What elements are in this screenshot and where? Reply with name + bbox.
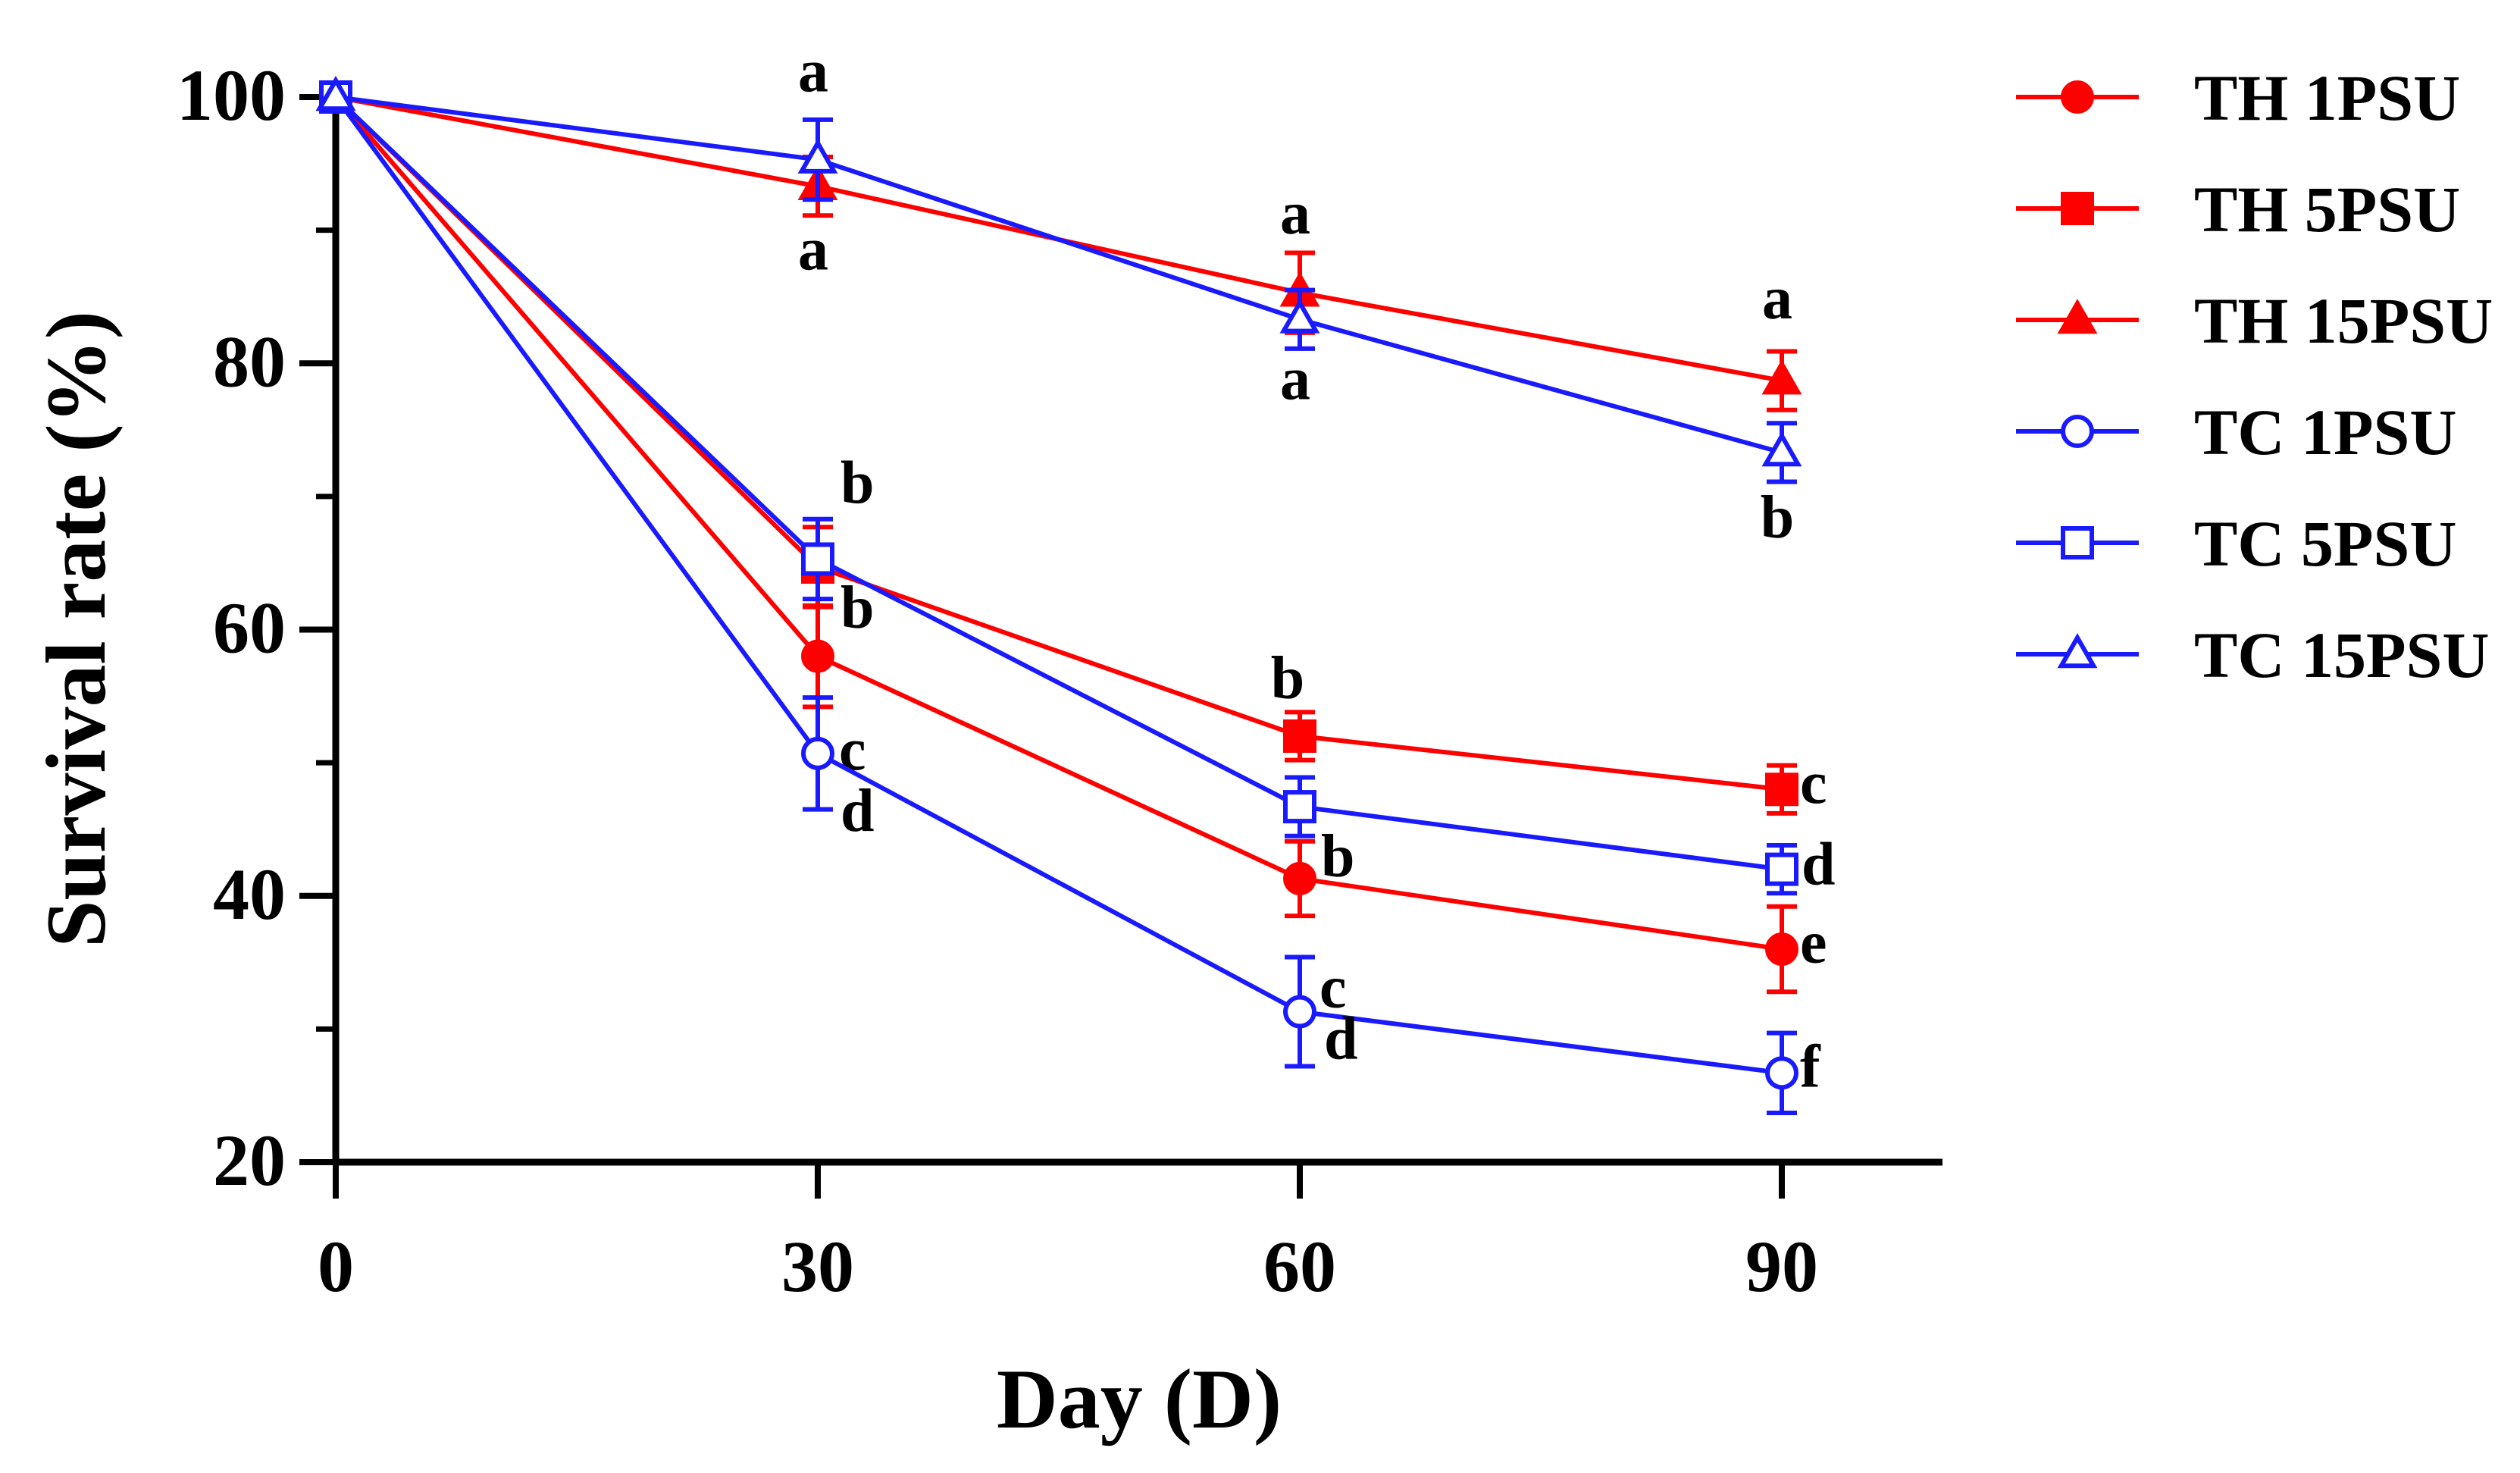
significance-letter: d	[1802, 832, 1836, 898]
series-line	[333, 96, 1783, 951]
data-point	[1761, 431, 1802, 467]
x-tick-label: 30	[781, 1226, 854, 1307]
legend-item: TH 15PSU	[2016, 284, 2493, 357]
legend-item: TH 1PSU	[2016, 61, 2460, 134]
legend-marker	[2057, 633, 2098, 669]
series-tc-15psu: a a b	[315, 39, 1802, 551]
x-axis-title: Day (D)	[997, 1352, 1282, 1446]
significance-letter: a	[798, 217, 828, 284]
y-tick-label: 40	[213, 854, 286, 935]
significance-letter: b	[1321, 823, 1355, 890]
legend-item: TC 5PSU	[2016, 507, 2456, 580]
y-tick-label: 100	[177, 55, 286, 136]
data-point	[1765, 773, 1798, 807]
legend-label: TH 1PSU	[2194, 61, 2460, 134]
legend-marker	[2061, 80, 2094, 114]
data-point	[801, 639, 834, 673]
significance-letter: d	[841, 778, 875, 845]
legend-item: TC 1PSU	[2016, 396, 2456, 469]
significance-letter: d	[1324, 1006, 1358, 1073]
x-tick-label: 60	[1263, 1226, 1336, 1307]
series-line	[335, 95, 1783, 455]
series-th-1psu: c c e	[319, 80, 1827, 1021]
significance-letter: b	[1761, 484, 1795, 551]
significance-letter: e	[1800, 910, 1827, 976]
data-point	[315, 76, 356, 111]
data-point	[797, 138, 838, 174]
legend-marker	[2057, 299, 2098, 334]
data-point	[1283, 719, 1316, 753]
legend-marker	[2061, 415, 2094, 448]
y-tick-label: 80	[213, 321, 286, 402]
significance-letter: f	[1800, 1033, 1821, 1100]
data-point	[801, 542, 834, 576]
data-point	[1765, 1056, 1798, 1090]
significance-letter: c	[1319, 954, 1347, 1021]
x-tick-label: 90	[1745, 1226, 1818, 1307]
legend: TH 1PSU TH 5PSU TH 15PSU TC 1PSU TC 5PSU TC 1…	[2016, 61, 2493, 691]
data-point	[1279, 298, 1320, 334]
data-point	[1765, 852, 1798, 886]
legend-label: TC 15PSU	[2194, 619, 2489, 691]
legend-label: TC 1PSU	[2194, 396, 2456, 469]
series-line	[333, 95, 1783, 872]
legend-label: TH 15PSU	[2194, 284, 2493, 357]
data-point	[1761, 359, 1802, 395]
significance-letter: c	[1800, 750, 1827, 816]
series-line	[333, 96, 1783, 1076]
y-tick-label: 60	[213, 588, 286, 669]
legend-label: TH 5PSU	[2194, 173, 2460, 246]
significance-letter: b	[841, 450, 875, 516]
data-point	[801, 736, 834, 770]
significance-letter: a	[1280, 180, 1310, 247]
series-line	[333, 95, 1783, 792]
legend-marker	[2061, 526, 2094, 559]
y-axis-title: Survival rate (%)	[30, 311, 124, 948]
axes: 20 40 60 80 100 0 30 60 90	[177, 55, 1942, 1307]
legend-item: TC 15PSU	[2016, 619, 2489, 691]
data-point	[1765, 932, 1798, 966]
series-th-5psu: b b c	[319, 80, 1827, 816]
data-point	[1283, 861, 1316, 895]
data-point	[1283, 995, 1316, 1029]
y-tick-label: 20	[213, 1120, 286, 1201]
significance-letter: a	[1280, 346, 1310, 412]
series-tc-1psu: d d f	[319, 80, 1821, 1116]
legend-label: TC 5PSU	[2194, 507, 2456, 580]
legend-item: TH 5PSU	[2016, 173, 2460, 246]
legend-marker	[2061, 192, 2094, 225]
significance-letter: a	[798, 39, 828, 105]
significance-letter: b	[1271, 645, 1305, 712]
significance-letter: a	[1762, 265, 1792, 332]
data-point	[1283, 790, 1316, 824]
series-th-15psu: a a a	[315, 76, 1802, 412]
x-tick-label: 0	[318, 1226, 354, 1307]
